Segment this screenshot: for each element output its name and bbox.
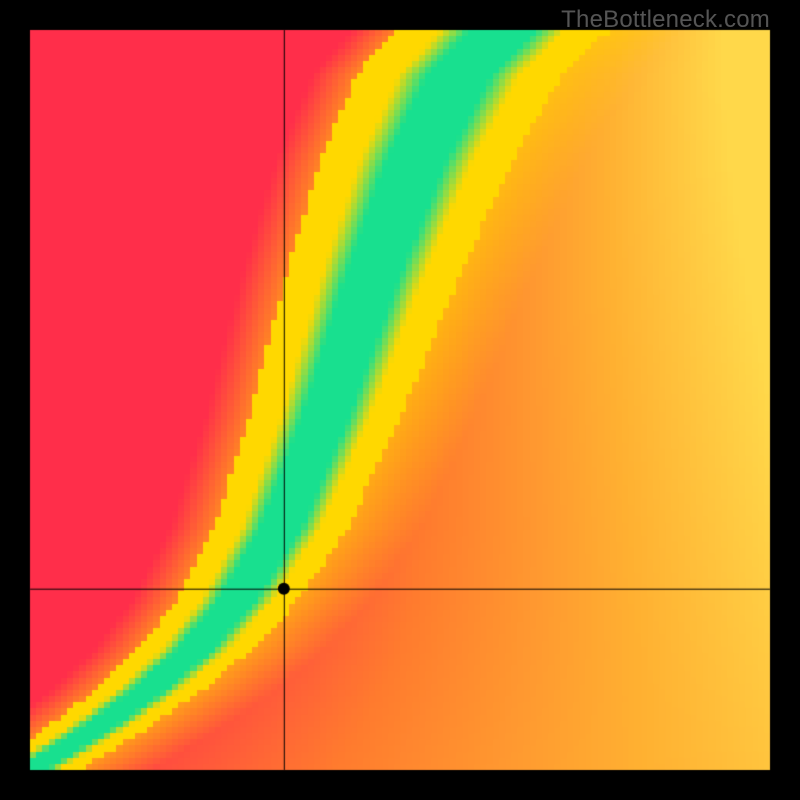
crosshair-overlay xyxy=(0,0,800,800)
watermark-text: TheBottleneck.com xyxy=(561,6,770,34)
